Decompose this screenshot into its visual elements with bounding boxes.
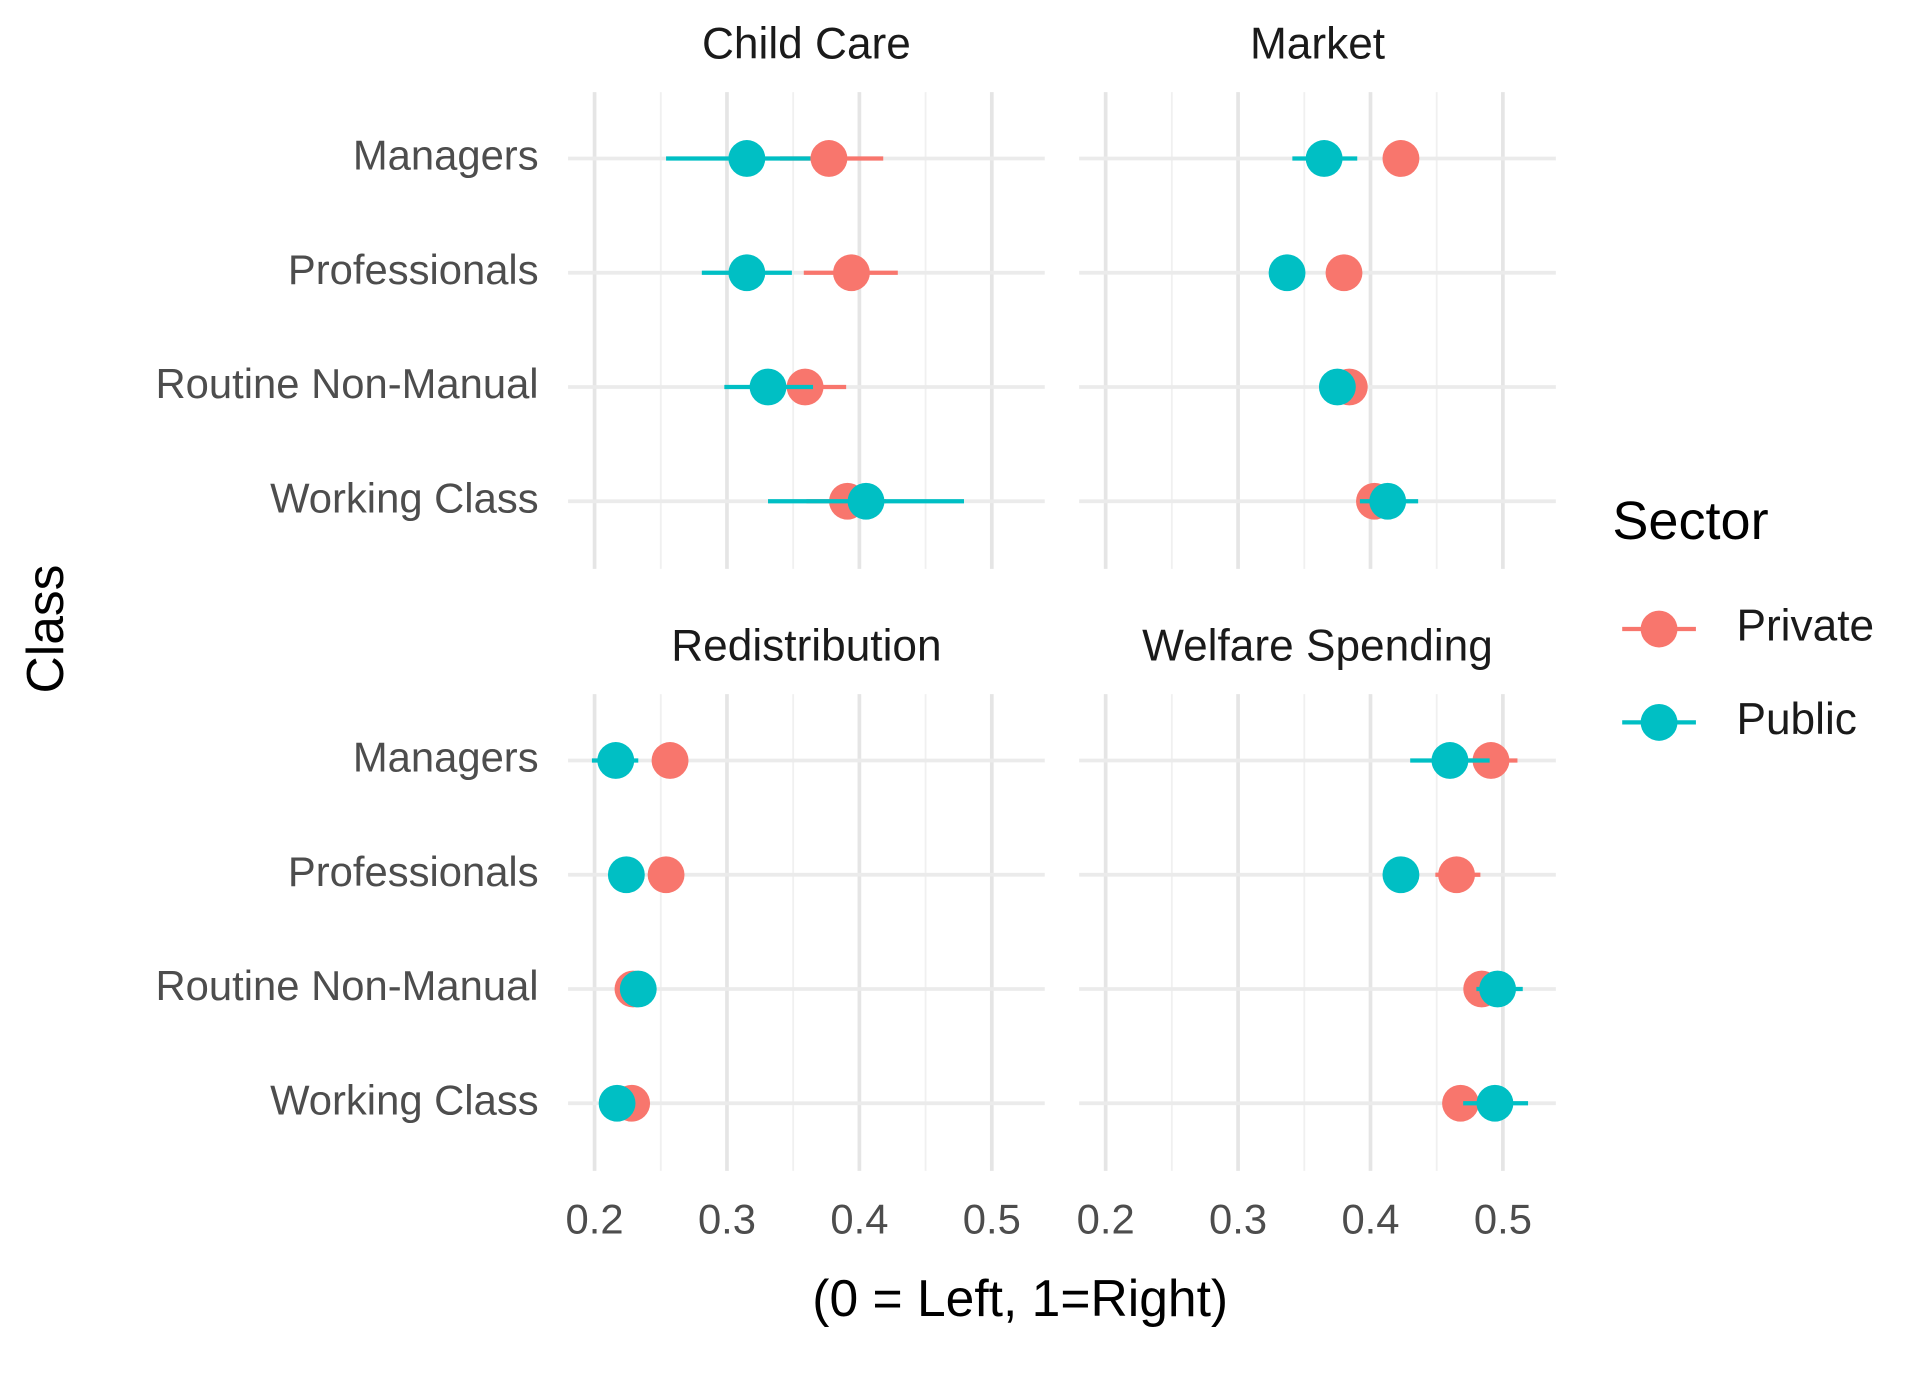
facet-title: Market (1250, 19, 1385, 68)
point (598, 1084, 636, 1122)
point (647, 856, 685, 894)
x-axis-title: (0 = Left, 1=Right) (812, 1269, 1228, 1327)
point (1325, 254, 1363, 292)
point (1382, 140, 1420, 177)
facet-title: Child Care (702, 19, 911, 68)
point (1431, 742, 1469, 779)
point (810, 140, 848, 177)
point (1476, 1084, 1514, 1122)
point (607, 856, 645, 894)
point (1442, 1084, 1479, 1122)
point (1369, 482, 1407, 520)
point (1382, 856, 1420, 894)
y-tick-label: Routine Non-Manual (156, 360, 539, 407)
x-tick-label: 0.3 (698, 1195, 756, 1242)
y-tick-label: Working Class (270, 1076, 538, 1123)
point (597, 742, 635, 779)
y-tick-label: Managers (353, 734, 539, 781)
facet-title: Redistribution (671, 621, 941, 670)
x-tick-label: 0.5 (1474, 1195, 1532, 1242)
point (749, 368, 787, 406)
legend-key-point (1640, 703, 1678, 741)
point (651, 742, 689, 779)
x-tick-label: 0.4 (830, 1195, 888, 1242)
point (1268, 254, 1306, 292)
point (1318, 368, 1356, 406)
point (1479, 970, 1517, 1008)
x-tick-label: 0.4 (1341, 1195, 1399, 1242)
legend-key-point (1640, 610, 1678, 648)
y-tick-label: Routine Non-Manual (156, 962, 539, 1009)
x-tick-label: 0.2 (566, 1195, 624, 1242)
point (847, 482, 885, 520)
point (619, 970, 657, 1008)
y-axis-title: Class (16, 565, 74, 694)
facet-title: Welfare Spending (1142, 621, 1493, 670)
y-tick-label: Managers (353, 132, 539, 179)
point (728, 254, 766, 292)
legend-title: Sector (1612, 491, 1768, 551)
x-tick-label: 0.3 (1209, 1195, 1267, 1242)
point (833, 254, 870, 292)
y-tick-label: Professionals (288, 848, 539, 895)
x-tick-label: 0.2 (1077, 1195, 1135, 1242)
point (1305, 140, 1343, 177)
point (728, 140, 766, 177)
point (1472, 742, 1510, 779)
x-tick-label: 0.5 (963, 1195, 1021, 1242)
legend-label: Public (1736, 695, 1856, 744)
point (1438, 856, 1475, 894)
y-tick-label: Professionals (288, 246, 539, 293)
y-tick-label: Working Class (270, 474, 538, 521)
legend-label: Private (1736, 602, 1874, 651)
